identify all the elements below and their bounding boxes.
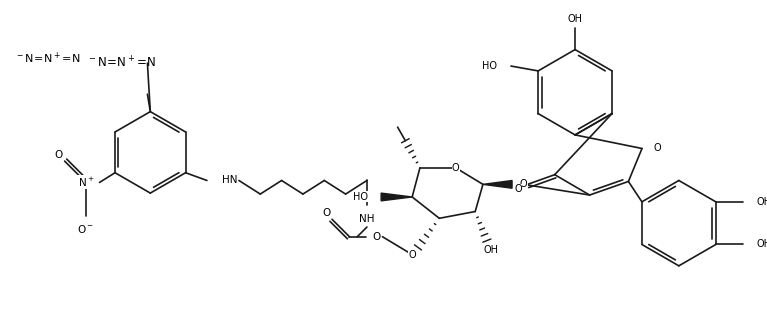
Text: HN: HN <box>222 175 238 186</box>
Text: N$^+$: N$^+$ <box>77 176 94 189</box>
Text: OH: OH <box>483 245 499 255</box>
Text: O: O <box>408 250 416 260</box>
Text: $^-$N$\!=\!$N$^+\!=\!$N: $^-$N$\!=\!$N$^+\!=\!$N <box>15 51 81 66</box>
Text: HO: HO <box>482 61 497 71</box>
Text: NH: NH <box>359 214 375 224</box>
Text: O: O <box>653 143 661 154</box>
Text: OH: OH <box>756 239 767 250</box>
Text: O: O <box>514 184 522 194</box>
Polygon shape <box>483 180 512 188</box>
Text: O: O <box>520 179 528 189</box>
Text: OH: OH <box>568 13 583 24</box>
Text: O: O <box>452 163 459 173</box>
Text: O$^-$: O$^-$ <box>77 223 94 235</box>
Text: O: O <box>373 232 380 242</box>
Text: $^-$N$\!=\!$N$^+\!=\!$N: $^-$N$\!=\!$N$^+\!=\!$N <box>87 55 156 71</box>
Text: O: O <box>322 209 331 218</box>
Text: O: O <box>54 150 63 160</box>
Text: HO: HO <box>353 192 367 202</box>
Text: OH: OH <box>756 197 767 207</box>
Polygon shape <box>381 193 412 201</box>
